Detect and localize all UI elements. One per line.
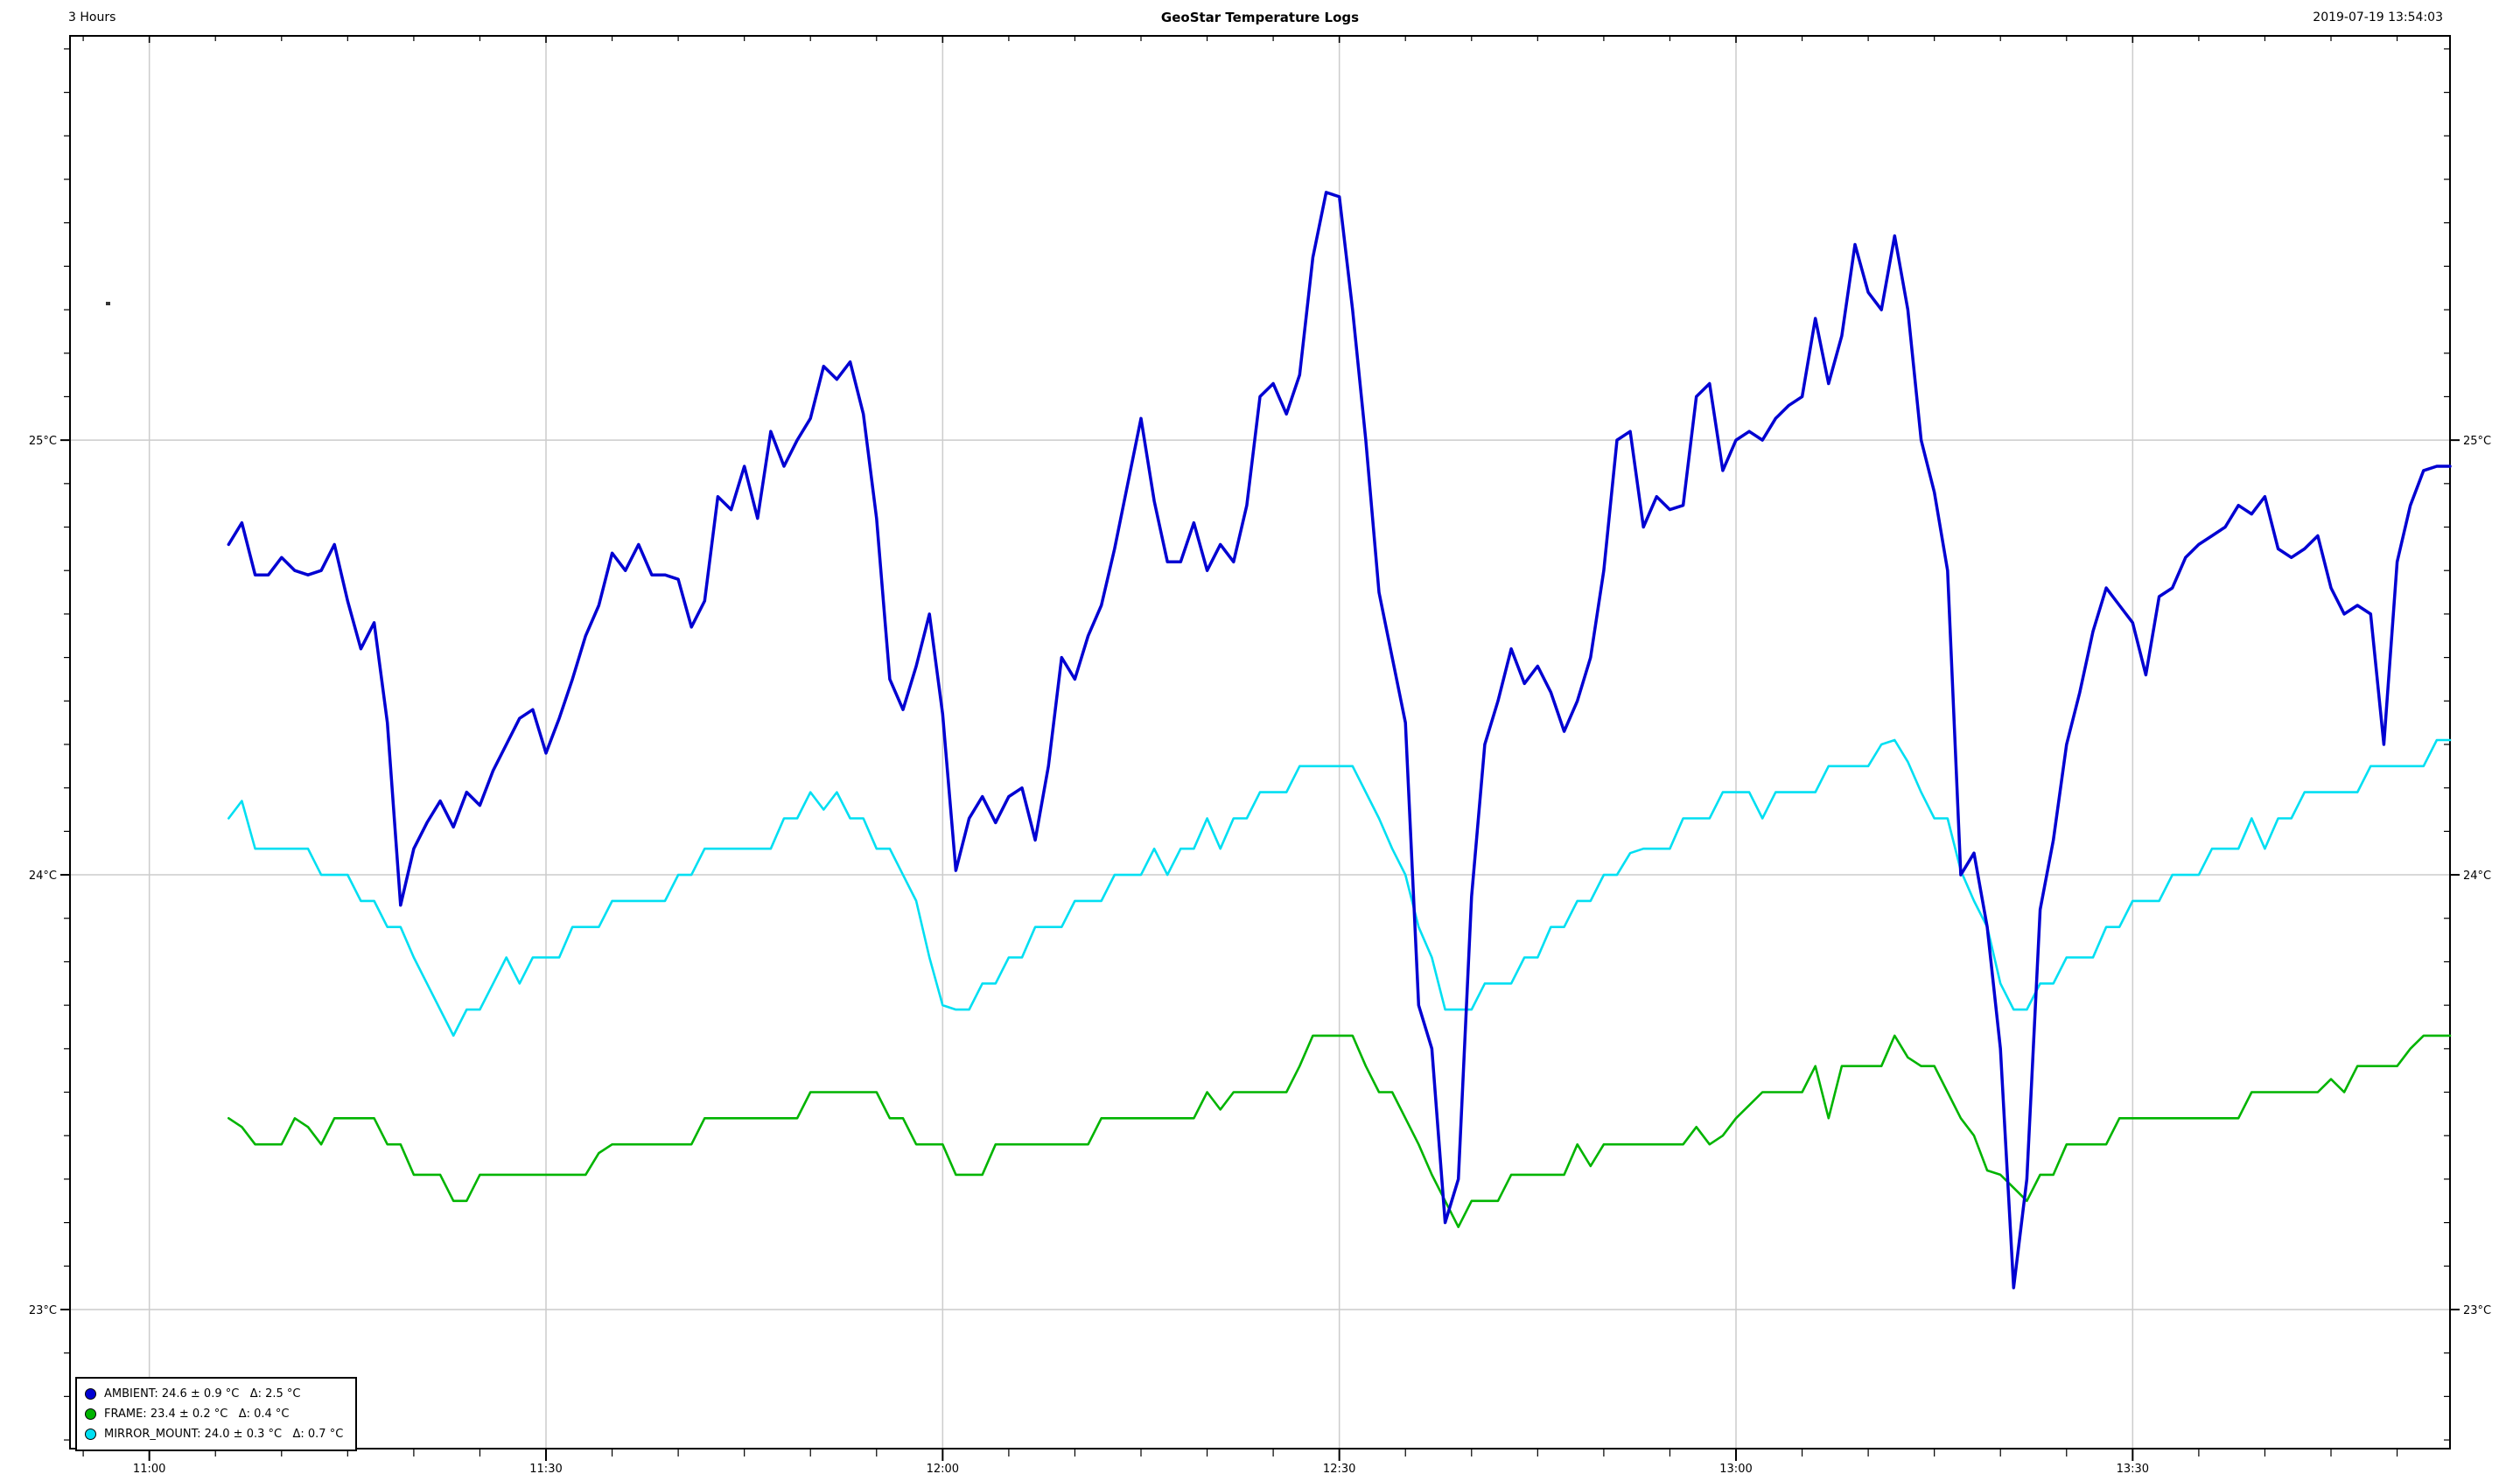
legend-item-mirror-mount[interactable]: MIRROR_MOUNT: 24.0 ± 0.3 °C Δ: 0.7 °C (85, 1424, 343, 1444)
legend-item-label: FRAME: 23.4 ± 0.2 °C Δ: 0.4 °C (104, 1408, 290, 1421)
y-axis-tick-label-right: 23°C (2463, 1304, 2491, 1317)
y-axis-tick-label-right: 25°C (2463, 435, 2491, 448)
ambient-series-swatch (85, 1388, 96, 1400)
current-timestamp: 2019-07-19 13:54:03 (2313, 10, 2443, 24)
page-title: GeoStar Temperature Logs (1160, 10, 1360, 25)
frame-series-swatch (85, 1408, 96, 1420)
y-axis-tick-label-right: 24°C (2463, 870, 2491, 883)
x-axis-tick-label: 13:30 (2117, 1463, 2149, 1476)
legend-item-label: AMBIENT: 24.6 ± 0.9 °C Δ: 2.5 °C (104, 1387, 301, 1401)
x-axis-tick-label: 13:00 (1719, 1463, 1752, 1476)
stray-mark (106, 302, 110, 305)
legend-item-ambient[interactable]: AMBIENT: 24.6 ± 0.9 °C Δ: 2.5 °C (85, 1384, 343, 1404)
legend-item-label: MIRROR_MOUNT: 24.0 ± 0.3 °C Δ: 0.7 °C (104, 1428, 344, 1441)
legend: AMBIENT: 24.6 ± 0.9 °C Δ: 2.5 °C FRAME: … (75, 1377, 358, 1451)
plot-border (69, 35, 2451, 1450)
legend-item-frame[interactable]: FRAME: 23.4 ± 0.2 °C Δ: 0.4 °C (85, 1404, 343, 1424)
series-line-frame (227, 1034, 2452, 1228)
y-axis-tick-label-left: 23°C (29, 1304, 57, 1317)
time-range-label: 3 Hours (68, 10, 116, 24)
x-axis-tick-label: 11:00 (133, 1463, 165, 1476)
x-axis-tick-label: 11:30 (529, 1463, 562, 1476)
series-line-mirror_mount (227, 738, 2452, 1037)
x-axis-tick-label: 12:30 (1323, 1463, 1355, 1476)
y-axis-tick-label-left: 24°C (29, 870, 57, 883)
mirror-mount-series-swatch (85, 1429, 96, 1440)
x-axis-tick-label: 12:00 (927, 1463, 959, 1476)
series-line-ambient (227, 191, 2452, 1289)
y-axis-tick-label-left: 25°C (29, 435, 57, 448)
